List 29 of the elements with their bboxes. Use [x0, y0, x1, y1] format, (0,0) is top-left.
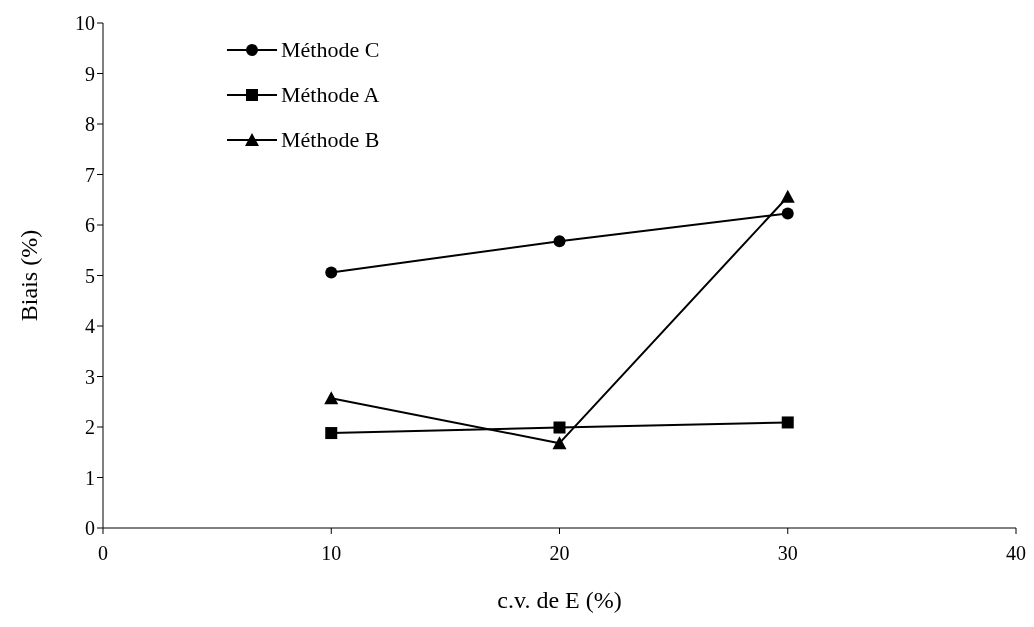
x-tick-label: 20 [549, 542, 570, 565]
point [552, 436, 567, 450]
point [325, 427, 338, 440]
x-tick-label: 30 [777, 542, 798, 565]
legend-label: Méthode A [281, 82, 380, 107]
point [324, 391, 339, 405]
y-tick-label: 0 [85, 517, 95, 540]
point [553, 235, 566, 248]
y-tick-label: 3 [85, 365, 95, 388]
x-tick-label: 10 [321, 542, 342, 565]
y-tick-label: 4 [85, 315, 95, 338]
y-tick-label: 1 [85, 466, 95, 489]
y-tick-label: 10 [75, 12, 95, 35]
legend-label: Méthode B [281, 127, 380, 152]
x-tick-label: 40 [1006, 542, 1026, 565]
point [780, 189, 795, 203]
y-tick-label: 7 [85, 163, 95, 186]
y-tick-label: 9 [85, 62, 95, 85]
point [553, 421, 566, 434]
point [325, 266, 338, 279]
point [781, 416, 794, 429]
legend-label: Méthode C [281, 37, 380, 62]
point [781, 207, 794, 220]
y-tick-label: 5 [85, 264, 95, 287]
x-axis-title: c.v. de E (%) [497, 587, 622, 613]
y-tick-label: 8 [85, 113, 95, 136]
y-axis-title: Biais (%) [15, 229, 42, 322]
y-tick-label: 6 [85, 214, 95, 237]
y-tick-label: 2 [85, 416, 95, 439]
